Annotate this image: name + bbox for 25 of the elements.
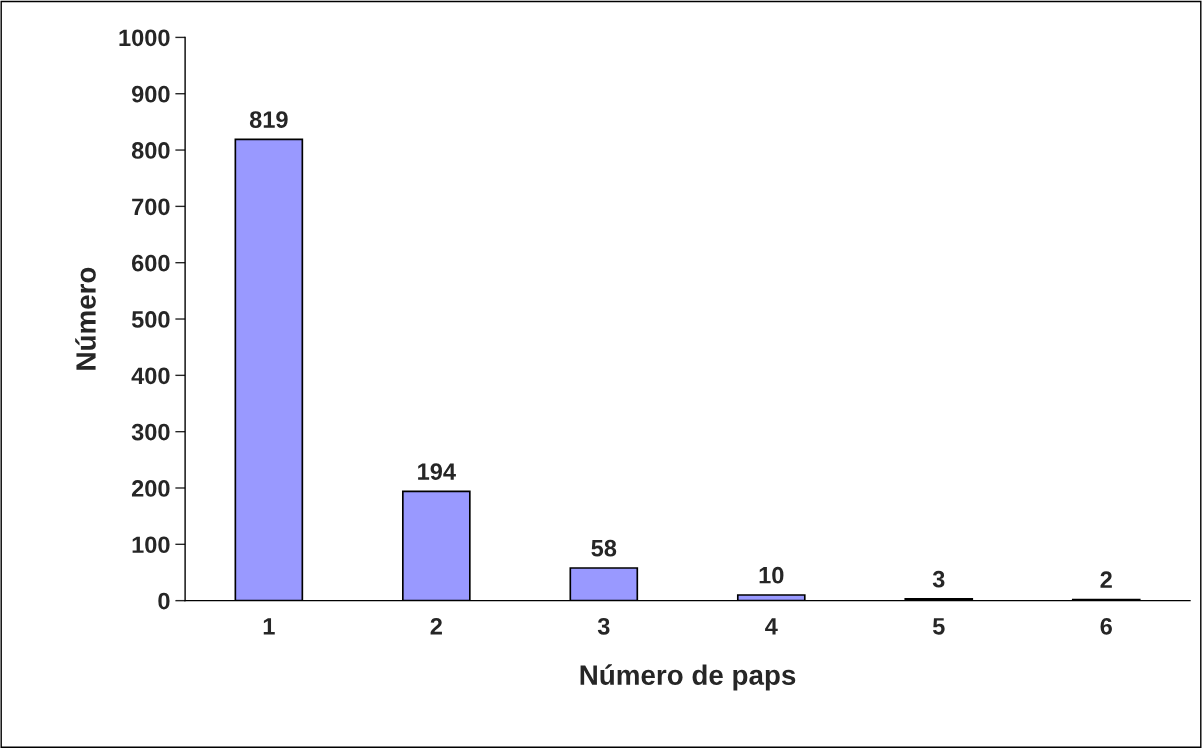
x-axis-title: Número de paps (580, 664, 796, 691)
y-tick-label: 200 (131, 480, 170, 497)
y-tick-label: 900 (131, 85, 170, 103)
x-tick-label: 6 (1100, 617, 1112, 635)
y-tick-label: 100 (132, 536, 170, 554)
y-tick-label: 700 (132, 198, 170, 216)
y-tick-label: 0 (158, 592, 170, 610)
data-label: 819 (249, 111, 288, 128)
data-label: 58 (591, 539, 617, 557)
y-tick-label: 500 (131, 311, 170, 328)
data-label: 3 (932, 570, 945, 588)
x-tick-label: 4 (765, 618, 778, 635)
y-tick-label: 400 (131, 367, 170, 385)
data-label: 2 (1100, 571, 1112, 588)
y-tick-label: 600 (132, 254, 170, 272)
y-axis-title: Número (75, 267, 96, 370)
data-label: 194 (418, 463, 456, 480)
y-tick-label: 300 (131, 423, 170, 441)
y-tick-label: 800 (131, 142, 170, 159)
x-tick-label: 5 (932, 618, 945, 635)
x-tick-label: 1 (263, 618, 275, 635)
y-tick-label: 1000 (119, 29, 170, 47)
x-tick-label: 3 (597, 617, 610, 635)
x-tick-label: 2 (430, 617, 442, 635)
data-label: 10 (759, 566, 784, 584)
